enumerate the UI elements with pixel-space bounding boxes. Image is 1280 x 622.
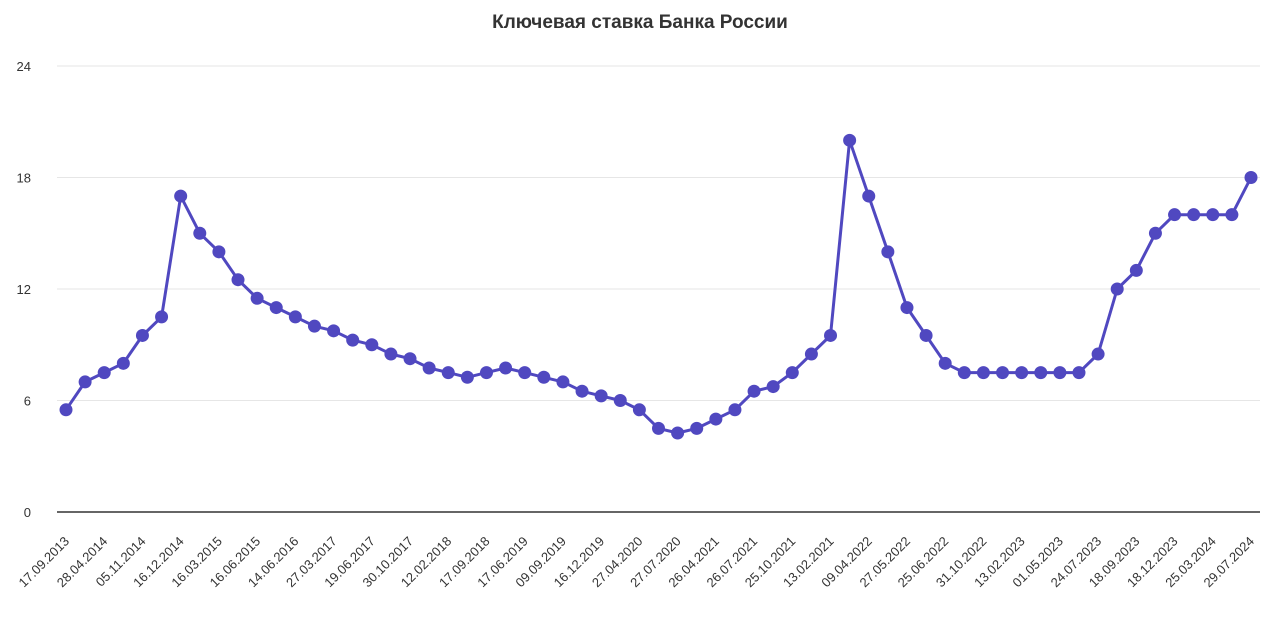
data-point xyxy=(346,333,360,347)
y-tick-label: 18 xyxy=(17,171,31,186)
data-point xyxy=(174,189,188,203)
data-point xyxy=(804,347,818,361)
data-point xyxy=(327,324,341,338)
data-point xyxy=(288,310,302,324)
data-point xyxy=(976,366,990,380)
data-point xyxy=(766,380,780,394)
data-point xyxy=(919,328,933,342)
data-point xyxy=(212,245,226,259)
data-point xyxy=(250,291,264,305)
data-point xyxy=(785,366,799,380)
data-point xyxy=(499,361,513,375)
data-point xyxy=(231,273,245,287)
data-point xyxy=(537,370,551,384)
data-point xyxy=(613,394,627,407)
data-point xyxy=(632,403,646,417)
data-point xyxy=(1110,282,1124,296)
data-point xyxy=(155,310,169,324)
data-point xyxy=(78,375,92,389)
data-point xyxy=(747,384,761,398)
data-point xyxy=(1244,171,1258,184)
data-point xyxy=(881,245,895,259)
data-point xyxy=(824,328,838,342)
data-point xyxy=(1053,366,1067,380)
data-point xyxy=(441,366,455,380)
data-point xyxy=(709,412,723,426)
data-point xyxy=(728,403,742,417)
data-point xyxy=(690,421,704,435)
y-tick-label: 24 xyxy=(17,59,31,74)
data-point xyxy=(193,226,207,240)
data-point xyxy=(518,366,532,380)
data-point xyxy=(403,352,417,366)
data-point xyxy=(862,189,876,203)
data-point xyxy=(116,356,130,370)
data-point xyxy=(307,319,321,333)
data-point xyxy=(269,301,283,315)
data-point xyxy=(1225,208,1239,222)
data-point xyxy=(59,403,73,417)
data-point xyxy=(1129,263,1143,277)
data-point xyxy=(422,361,436,375)
data-point xyxy=(671,426,685,440)
data-point xyxy=(843,133,857,147)
data-point xyxy=(938,356,952,370)
data-point xyxy=(1148,226,1162,240)
data-point xyxy=(479,366,493,380)
data-point xyxy=(97,366,111,380)
data-point xyxy=(1091,347,1105,361)
data-point xyxy=(652,421,665,435)
data-point xyxy=(460,370,474,384)
data-point xyxy=(384,347,398,361)
y-tick-label: 0 xyxy=(24,505,31,520)
data-point xyxy=(594,389,608,403)
y-tick-label: 12 xyxy=(17,282,31,297)
data-point xyxy=(900,301,914,315)
data-point xyxy=(1015,366,1029,380)
data-point xyxy=(1187,208,1201,222)
y-tick-label: 6 xyxy=(24,394,31,409)
data-point xyxy=(1206,208,1220,222)
data-point xyxy=(575,384,589,398)
data-point xyxy=(1168,208,1182,222)
data-point xyxy=(1034,366,1048,380)
data-point xyxy=(556,375,570,389)
data-point xyxy=(1072,366,1086,380)
chart-title: Ключевая ставка Банка России xyxy=(492,12,788,33)
data-point xyxy=(365,338,379,352)
series-line xyxy=(64,138,1253,435)
data-point xyxy=(957,366,971,380)
data-point xyxy=(996,366,1010,380)
data-point xyxy=(135,328,149,342)
